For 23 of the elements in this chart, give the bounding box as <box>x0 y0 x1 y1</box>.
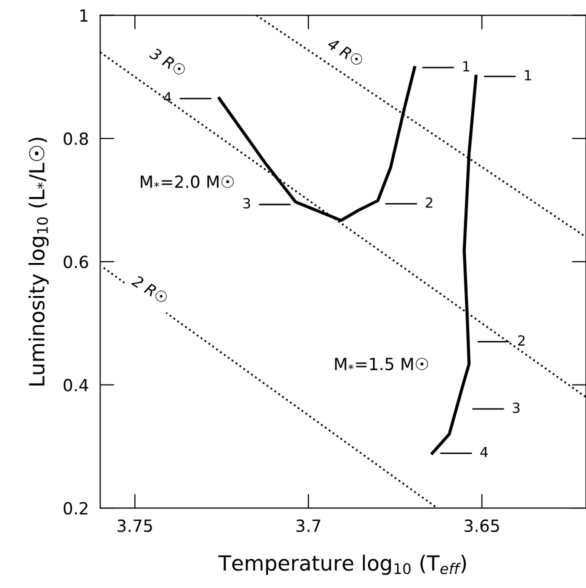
annotation: 3 <box>243 198 250 209</box>
y-tick-label: 1 <box>80 9 88 22</box>
x-tick-label: 3.75 <box>118 519 152 532</box>
annotation: 2 <box>426 197 432 208</box>
annotation: 2 <box>518 335 525 346</box>
annotation: 4 <box>164 92 172 102</box>
y-tick-label: 0.4 <box>64 378 88 392</box>
x-tick-label: 3.65 <box>464 519 499 532</box>
annotation: 3 R☉ <box>148 47 187 77</box>
y-axis-title: Luminosity log$_{10}$ (L$_{*}$/L☉) <box>28 138 49 386</box>
annotation: 3 <box>512 402 520 414</box>
x-tick-label: 3.7 <box>296 519 320 532</box>
annotation: 1 <box>463 61 470 72</box>
x-axis-title: Temperature log$_{10}$ (T$_{eff}$) <box>218 554 466 575</box>
y-tick-label: 0.2 <box>64 502 88 515</box>
y-tick-label: 0.6 <box>64 256 88 268</box>
annotation: 4 R☉ <box>326 37 364 67</box>
annotation: M$_{*}$=1.5 M☉ <box>335 358 428 370</box>
annotation: 4 <box>480 447 488 458</box>
y-tick-label: 0.8 <box>64 132 88 146</box>
annotation: 2 R☉ <box>131 274 169 304</box>
annotation: M$_{*}$=2.0 M☉ <box>140 175 234 188</box>
annotation: 1 <box>524 70 531 80</box>
